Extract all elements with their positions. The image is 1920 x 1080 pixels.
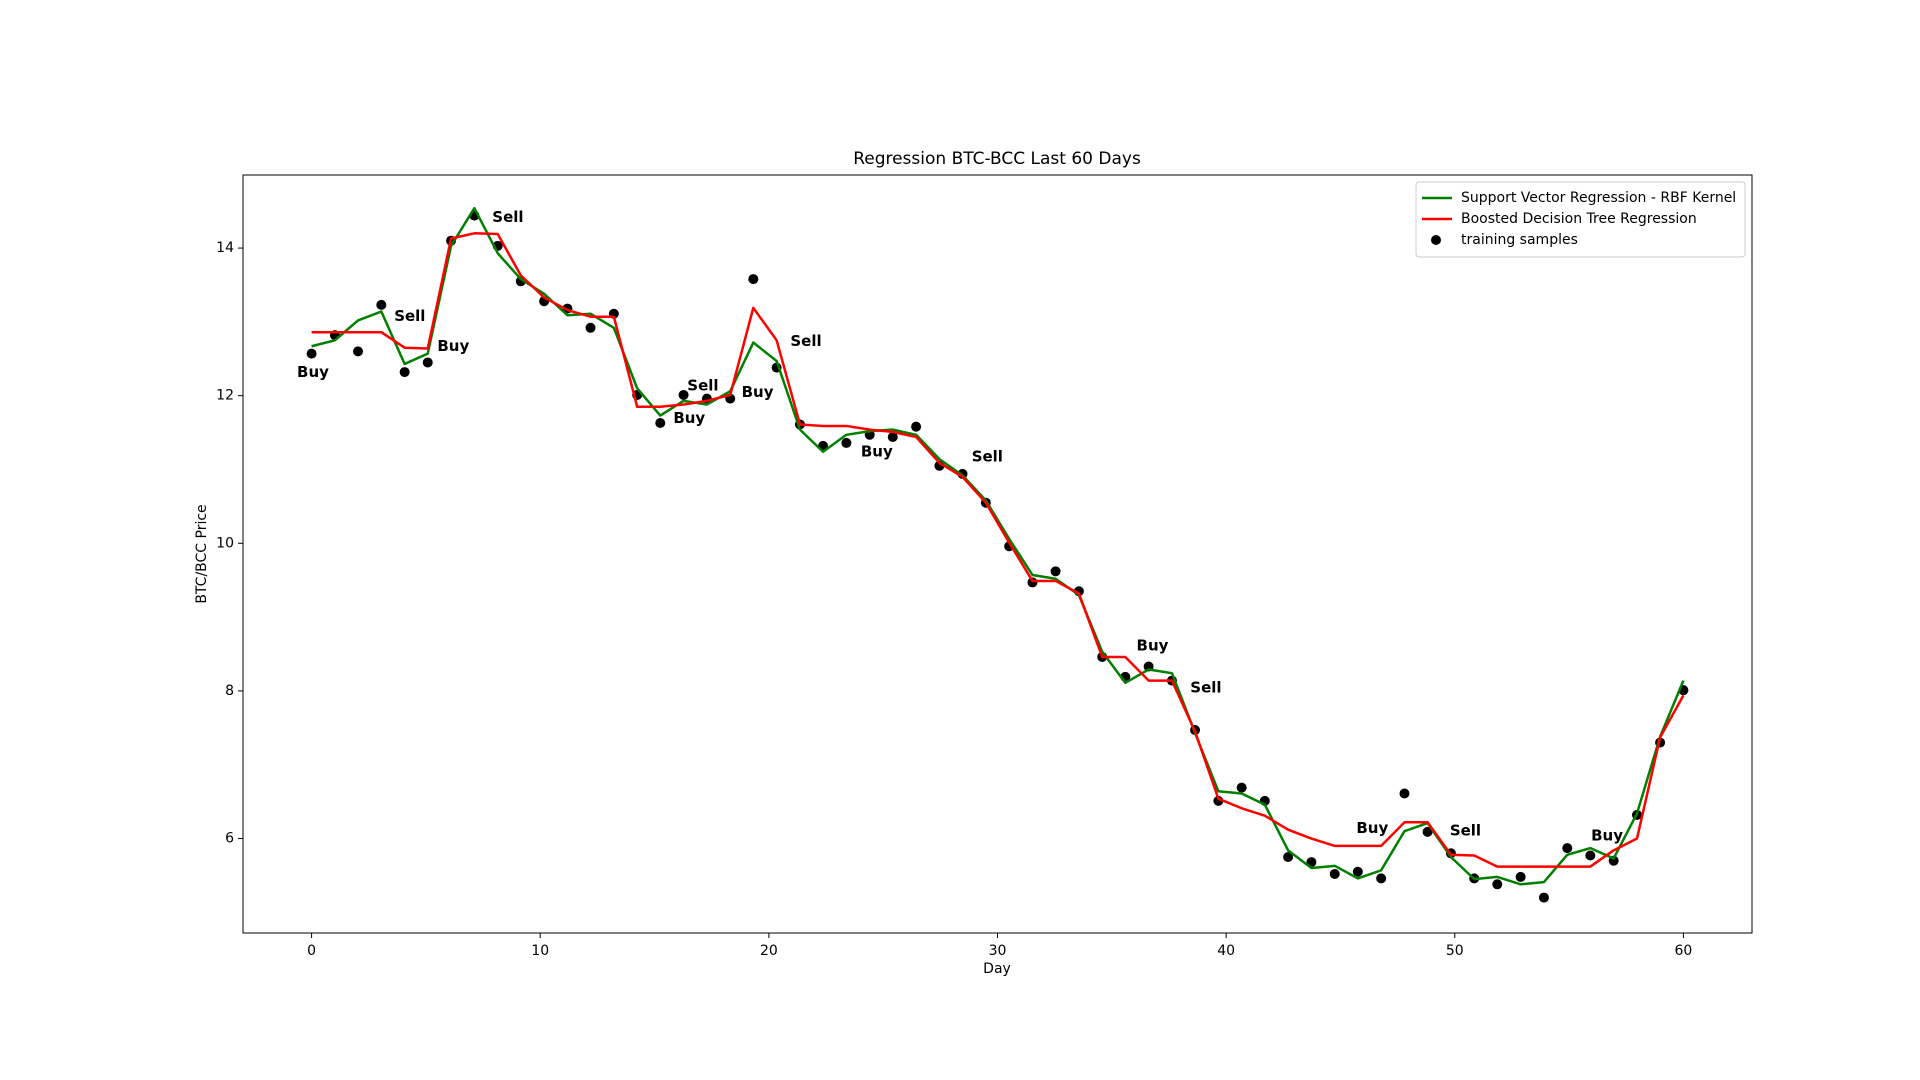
chart-title: Regression BTC-BCC Last 60 Days bbox=[853, 149, 1141, 169]
training-point bbox=[1352, 866, 1363, 877]
y-tick-label: 12 bbox=[216, 388, 234, 404]
training-point bbox=[1236, 782, 1247, 793]
x-tick-label: 10 bbox=[531, 943, 549, 959]
legend-label: Boosted Decision Tree Regression bbox=[1461, 211, 1697, 227]
training-point bbox=[1422, 826, 1433, 837]
annotation: Buy bbox=[1591, 826, 1623, 844]
x-axis-label: Day bbox=[983, 961, 1011, 977]
training-point bbox=[1492, 879, 1503, 890]
x-tick-label: 20 bbox=[760, 943, 778, 959]
training-point bbox=[1283, 851, 1294, 862]
training-point bbox=[376, 299, 387, 310]
y-axis-label: BTC/BCC Price bbox=[194, 504, 210, 603]
legend-box bbox=[1415, 181, 1746, 258]
training-point bbox=[1562, 843, 1573, 854]
training-point bbox=[1515, 871, 1526, 882]
x-tick-label: 60 bbox=[1674, 943, 1692, 959]
training-point bbox=[911, 421, 922, 432]
training-point bbox=[1329, 868, 1340, 879]
y-tick-label: 6 bbox=[225, 831, 234, 847]
training-point bbox=[585, 322, 596, 333]
legend-marker bbox=[1431, 235, 1441, 245]
annotation: Buy bbox=[742, 383, 774, 401]
training-point bbox=[841, 437, 852, 448]
annotation: Sell bbox=[492, 208, 523, 226]
annotation: Buy bbox=[437, 337, 469, 355]
training-point bbox=[678, 389, 689, 400]
annotation: Sell bbox=[687, 377, 718, 395]
plot-frame bbox=[242, 174, 1753, 934]
training-point bbox=[1050, 566, 1061, 577]
y-tick-label: 10 bbox=[216, 535, 234, 551]
training-point bbox=[399, 367, 410, 378]
training-point bbox=[887, 432, 898, 443]
series-line bbox=[311, 206, 1685, 886]
annotation: Sell bbox=[1450, 821, 1481, 839]
y-tick-label: 14 bbox=[216, 240, 234, 256]
training-point bbox=[1585, 850, 1596, 861]
x-tick-label: 0 bbox=[307, 943, 316, 959]
annotation: Sell bbox=[1190, 679, 1221, 697]
x-tick-label: 30 bbox=[989, 943, 1007, 959]
annotation: Buy bbox=[1356, 819, 1388, 837]
annotation: Buy bbox=[297, 363, 329, 381]
annotation: Sell bbox=[972, 448, 1003, 466]
x-tick-label: 50 bbox=[1446, 943, 1464, 959]
training-point bbox=[655, 417, 666, 428]
training-point bbox=[353, 346, 364, 357]
training-point bbox=[1538, 892, 1549, 903]
annotation: Sell bbox=[790, 332, 821, 350]
annotation: Buy bbox=[673, 409, 705, 427]
training-point bbox=[422, 357, 433, 368]
annotation: Buy bbox=[861, 443, 893, 461]
annotation: Buy bbox=[1137, 636, 1169, 654]
training-point bbox=[1399, 788, 1410, 799]
x-tick-label: 40 bbox=[1217, 943, 1235, 959]
training-point bbox=[748, 274, 759, 285]
legend-label: Support Vector Regression - RBF Kernel bbox=[1461, 190, 1736, 206]
annotation: Sell bbox=[394, 307, 425, 325]
y-tick-label: 8 bbox=[225, 683, 234, 699]
legend-label: training samples bbox=[1461, 232, 1578, 248]
series-line bbox=[311, 232, 1685, 868]
training-point bbox=[306, 348, 317, 359]
training-point bbox=[1376, 873, 1387, 884]
